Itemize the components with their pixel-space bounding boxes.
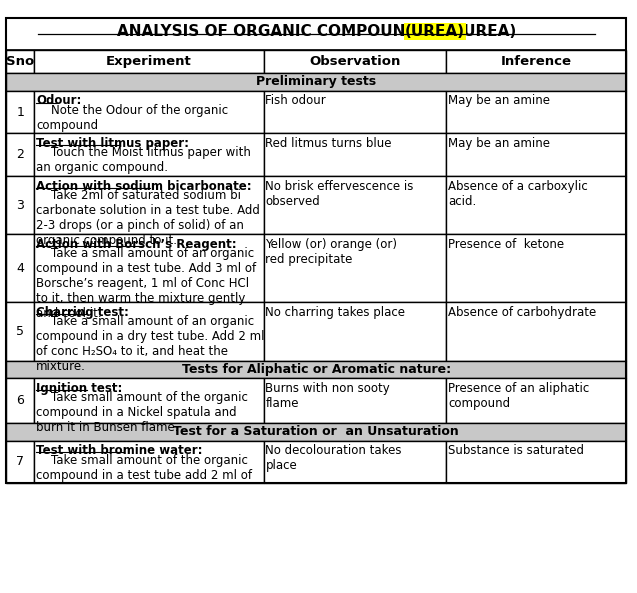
Bar	[6, 234, 34, 302]
Text: 2: 2	[17, 148, 24, 161]
Text: 5: 5	[17, 325, 24, 338]
Text: Test for a Saturation or  an Unsaturation: Test for a Saturation or an Unsaturation	[173, 425, 459, 438]
Text: Test with litmus paper:: Test with litmus paper:	[36, 137, 189, 150]
Text: Absence of carbohydrate: Absence of carbohydrate	[448, 306, 597, 319]
Bar	[6, 423, 626, 441]
Bar	[264, 50, 447, 73]
Text: (UREA): (UREA)	[405, 24, 465, 39]
Text: Ignition test:: Ignition test:	[36, 382, 122, 395]
Text: Odour:: Odour:	[36, 94, 82, 107]
Text: No decolouration takes
place: No decolouration takes place	[266, 444, 402, 472]
Text: Note the Odour of the organic
compound: Note the Odour of the organic compound	[36, 104, 228, 132]
Bar	[447, 91, 626, 133]
Bar	[6, 18, 626, 483]
Bar	[34, 378, 264, 423]
Bar	[264, 176, 447, 234]
Text: Absence of a carboxylic
acid.: Absence of a carboxylic acid.	[448, 180, 588, 208]
Text: Take small amount of the organic
compound in a test tube add 2 ml of: Take small amount of the organic compoun…	[36, 454, 252, 482]
Bar	[6, 73, 626, 91]
Text: Test with bromine water:: Test with bromine water:	[36, 444, 203, 457]
Text: No charring takes place: No charring takes place	[266, 306, 406, 319]
Text: ANALYSIS OF ORGANIC COMPOUND: 7.  (UREA): ANALYSIS OF ORGANIC COMPOUND: 7. (UREA)	[117, 24, 516, 39]
Text: Take 2ml of saturated sodium bi
carbonate solution in a test tube. Add
2-3 drops: Take 2ml of saturated sodium bi carbonat…	[36, 189, 260, 247]
Bar	[34, 302, 264, 361]
Text: Tests for Aliphatic or Aromatic nature:: Tests for Aliphatic or Aromatic nature:	[182, 363, 451, 376]
Text: Observation: Observation	[310, 55, 401, 68]
Bar	[34, 91, 264, 133]
Bar	[447, 50, 626, 73]
Text: 6: 6	[17, 394, 24, 407]
Bar	[6, 378, 34, 423]
Text: Sno: Sno	[6, 55, 34, 68]
Bar	[264, 133, 447, 176]
Text: 3: 3	[17, 199, 24, 212]
Text: Yellow (or) orange (or)
red precipitate: Yellow (or) orange (or) red precipitate	[266, 238, 397, 266]
Bar	[6, 441, 34, 483]
Text: Take a small amount of an organic
compound in a dry test tube. Add 2 ml
of conc : Take a small amount of an organic compou…	[36, 315, 264, 374]
Text: Charring test:: Charring test:	[36, 306, 129, 319]
Bar	[34, 133, 264, 176]
Bar	[6, 133, 34, 176]
Text: Red litmus turns blue: Red litmus turns blue	[266, 137, 392, 150]
Text: Inference: Inference	[501, 55, 572, 68]
Bar	[264, 234, 447, 302]
Bar	[6, 302, 34, 361]
Bar	[447, 378, 626, 423]
Text: Burns with non sooty
flame: Burns with non sooty flame	[266, 382, 390, 410]
Text: Touch the Moist litmus paper with
an organic compound.: Touch the Moist litmus paper with an org…	[36, 146, 251, 174]
Text: Presence of  ketone: Presence of ketone	[448, 238, 564, 251]
Text: May be an amine: May be an amine	[448, 94, 550, 107]
Text: Experiment: Experiment	[106, 55, 192, 68]
Text: Take a small amount of an organic
compound in a test tube. Add 3 ml of
Borsche’s: Take a small amount of an organic compou…	[36, 247, 256, 320]
Bar	[447, 176, 626, 234]
Bar	[264, 441, 447, 483]
Bar	[447, 133, 626, 176]
Bar	[34, 176, 264, 234]
Bar	[6, 361, 626, 378]
Text: 7: 7	[17, 455, 24, 468]
Text: 4: 4	[17, 262, 24, 275]
Text: 1: 1	[17, 106, 24, 119]
Bar	[34, 234, 264, 302]
Bar	[264, 378, 447, 423]
Bar	[34, 50, 264, 73]
Bar	[264, 302, 447, 361]
Bar	[6, 18, 626, 50]
Bar	[447, 234, 626, 302]
Text: Fish odour: Fish odour	[266, 94, 326, 107]
Bar	[6, 50, 34, 73]
Text: Action with Borsch’s Reagent:: Action with Borsch’s Reagent:	[36, 238, 237, 251]
Text: Preliminary tests: Preliminary tests	[256, 75, 376, 88]
Text: Action with sodium bicarbonate:: Action with sodium bicarbonate:	[36, 180, 252, 193]
Bar	[447, 441, 626, 483]
Bar	[6, 91, 34, 133]
Text: Take small amount of the organic
compound in a Nickel spatula and
burn it in Bun: Take small amount of the organic compoun…	[36, 391, 248, 435]
Bar	[447, 302, 626, 361]
Bar	[6, 176, 34, 234]
Bar	[264, 91, 447, 133]
Text: May be an amine: May be an amine	[448, 137, 550, 150]
Text: Substance is saturated: Substance is saturated	[448, 444, 584, 457]
Text: No brisk effervescence is
observed: No brisk effervescence is observed	[266, 180, 414, 208]
Text: Presence of an aliphatic
compound: Presence of an aliphatic compound	[448, 382, 590, 410]
Bar	[34, 441, 264, 483]
